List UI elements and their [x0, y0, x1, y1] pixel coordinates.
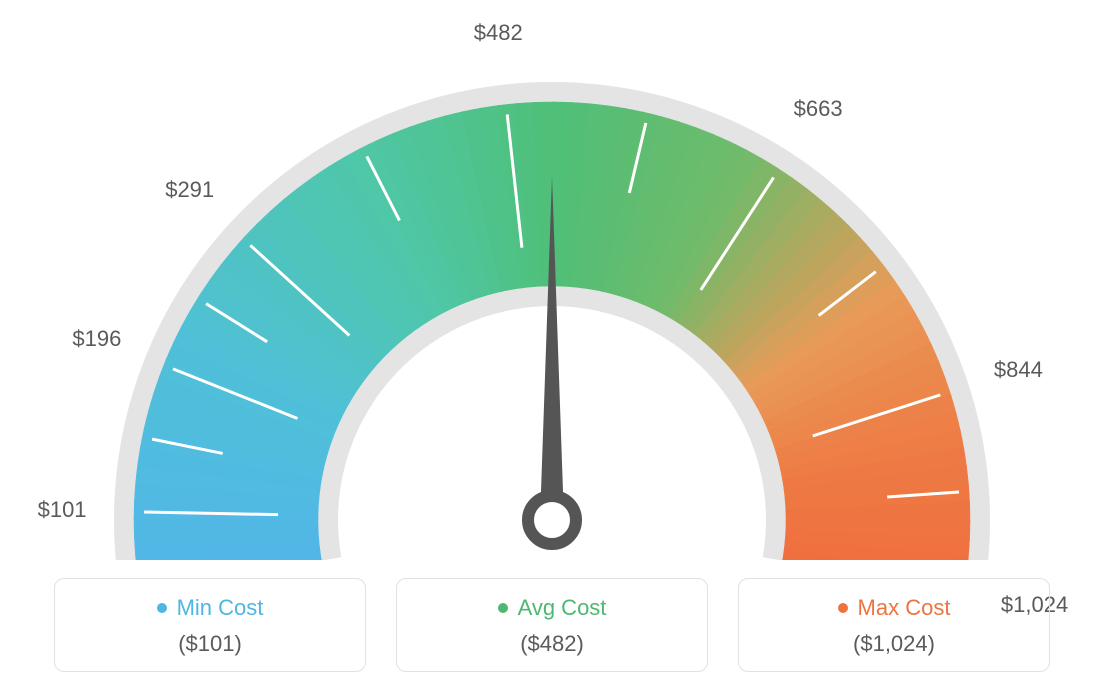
gauge-needle-hub: [528, 496, 576, 544]
gauge-tick-label: $482: [474, 20, 523, 46]
gauge-tick-label: $663: [794, 96, 843, 122]
gauge-tick-label: $844: [994, 357, 1043, 383]
gauge-tick-label: $196: [72, 326, 121, 352]
gauge-tick-label: $291: [165, 177, 214, 203]
dot-icon: [157, 603, 167, 613]
legend-card-avg: Avg Cost ($482): [396, 578, 708, 672]
legend-card-max: Max Cost ($1,024): [738, 578, 1050, 672]
legend-value-avg: ($482): [397, 631, 707, 657]
gauge-area: $101$196$291$482$663$844$1,024: [0, 0, 1104, 560]
gauge-svg: [0, 0, 1104, 560]
legend-value-max: ($1,024): [739, 631, 1049, 657]
legend-title-avg: Avg Cost: [498, 595, 607, 621]
chart-container: $101$196$291$482$663$844$1,024 Min Cost …: [0, 0, 1104, 690]
legend-row: Min Cost ($101) Avg Cost ($482) Max Cost…: [0, 578, 1104, 672]
legend-title-text: Avg Cost: [518, 595, 607, 621]
gauge-tick-label: $101: [38, 497, 87, 523]
legend-card-min: Min Cost ($101): [54, 578, 366, 672]
legend-title-text: Min Cost: [177, 595, 264, 621]
legend-title-text: Max Cost: [858, 595, 951, 621]
legend-title-max: Max Cost: [838, 595, 951, 621]
legend-title-min: Min Cost: [157, 595, 264, 621]
dot-icon: [498, 603, 508, 613]
dot-icon: [838, 603, 848, 613]
legend-value-min: ($101): [55, 631, 365, 657]
